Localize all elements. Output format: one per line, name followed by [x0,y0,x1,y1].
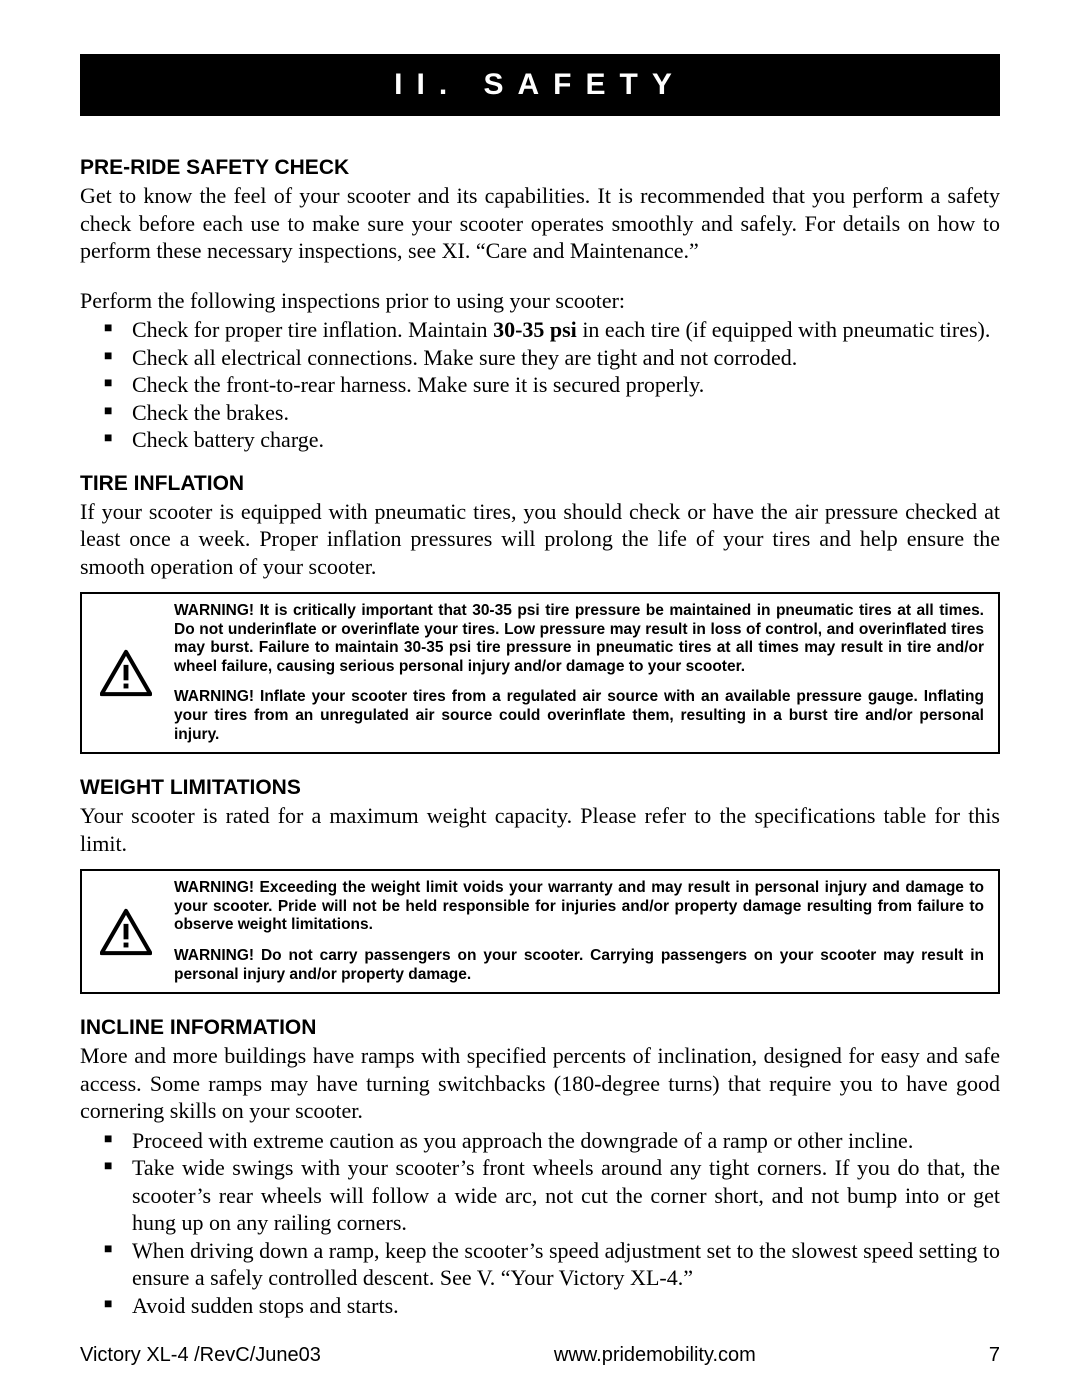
footer-page-number: 7 [989,1344,1000,1367]
preride-bullet-list: Check for proper tire inflation. Maintai… [80,316,1000,454]
list-item: Take wide swings with your scooter’s fro… [104,1154,1000,1237]
footer-center: www.pridemobility.com [554,1344,756,1367]
warning-box-weight: WARNING! Exceeding the weight limit void… [80,869,1000,994]
bullet-text-bold: 30-35 psi [493,317,577,342]
preride-para-2: Perform the following inspections prior … [80,287,1000,315]
bullet-text-pre: Check for proper tire inflation. Maintai… [132,317,493,342]
list-item: Check the front-to-rear harness. Make su… [104,371,1000,399]
list-item: Avoid sudden stops and starts. [104,1292,1000,1320]
heading-tire: TIRE INFLATION [80,472,1000,496]
list-item: Check all electrical connections. Make s… [104,344,1000,372]
warning-box-tire: WARNING! It is critically important that… [80,592,1000,754]
incline-para-1: More and more buildings have ramps with … [80,1042,1000,1125]
page-footer: Victory XL-4 /RevC/June03 www.pridemobil… [80,1344,1000,1367]
warning-text: WARNING! Exceeding the weight limit void… [174,879,984,935]
heading-incline: INCLINE INFORMATION [80,1016,1000,1040]
list-item: Proceed with extreme caution as you appr… [104,1127,1000,1155]
warning-text-col: WARNING! It is critically important that… [174,602,984,744]
heading-preride: PRE-RIDE SAFETY CHECK [80,156,1000,180]
footer-left: Victory XL-4 /RevC/June03 [80,1344,321,1367]
warning-text: WARNING! It is critically important that… [174,602,984,676]
preride-para-1: Get to know the feel of your scooter and… [80,182,1000,265]
warning-text: WARNING! Inflate your scooter tires from… [174,688,984,744]
bullet-text-post: in each tire (if equipped with pneumatic… [577,317,991,342]
list-item: Check the brakes. [104,399,1000,427]
list-item: Check battery charge. [104,426,1000,454]
warning-text-col: WARNING! Exceeding the weight limit void… [174,879,984,984]
incline-bullet-list: Proceed with extreme caution as you appr… [80,1127,1000,1320]
warning-text: WARNING! Do not carry passengers on your… [174,947,984,984]
warning-triangle-icon [96,649,156,697]
weight-para-1: Your scooter is rated for a maximum weig… [80,802,1000,857]
chapter-banner: II. SAFETY [80,54,1000,116]
tire-para-1: If your scooter is equipped with pneumat… [80,498,1000,581]
list-item: When driving down a ramp, keep the scoot… [104,1237,1000,1292]
heading-weight: WEIGHT LIMITATIONS [80,776,1000,800]
list-item: Check for proper tire inflation. Maintai… [104,316,1000,344]
warning-triangle-icon [96,908,156,956]
